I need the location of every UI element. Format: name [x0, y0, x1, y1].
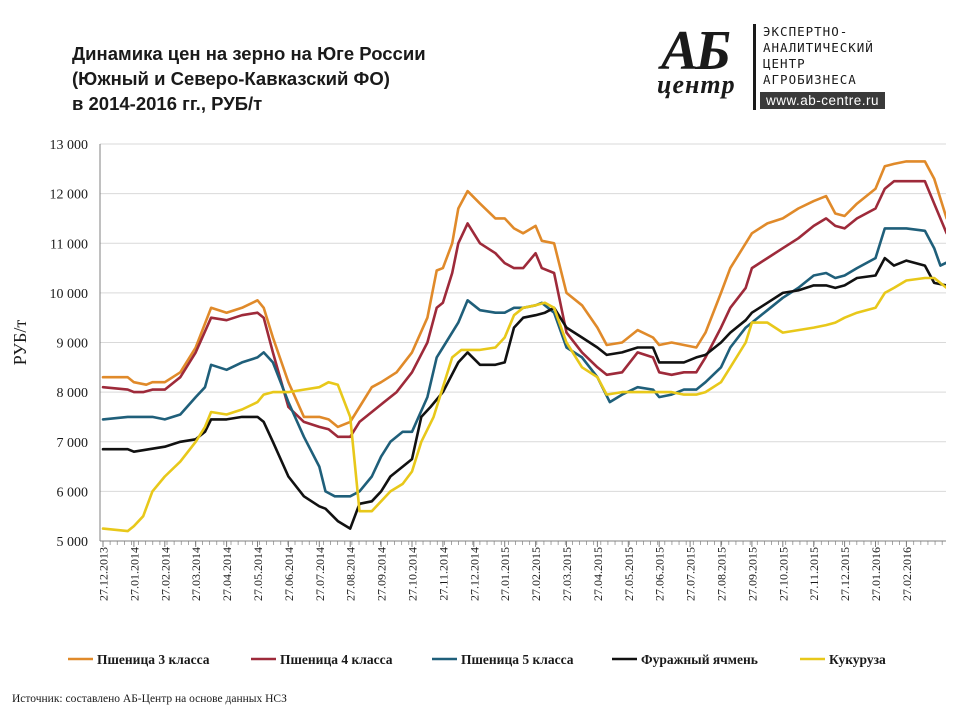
- x-tick-label: 27.07.2015: [684, 547, 698, 601]
- series-layer: [101, 160, 946, 533]
- series-line-5: [101, 276, 946, 533]
- chart-title-line-2: (Южный и Северо-Кавказский ФО): [72, 68, 390, 89]
- series-line-2: [101, 179, 946, 439]
- legend-label-1: Пшеница 3 класса: [97, 652, 210, 667]
- logo-caption-line-2: АНАЛИТИЧЕСКИЙ: [763, 40, 874, 55]
- x-tick-label: 27.02.2014: [158, 547, 172, 601]
- source-note: Источник: составлено АБ-Центр на основе …: [12, 693, 287, 705]
- x-tick-label: 27.06.2014: [282, 547, 296, 601]
- x-tick-label: 27.09.2015: [745, 547, 759, 601]
- x-tick-label: 27.03.2014: [189, 547, 203, 601]
- chart-title: Динамика цен на зерно на Юге России (Южн…: [72, 41, 542, 116]
- logo-caption-line-1: ЭКСПЕРТНО-: [763, 24, 849, 39]
- y-tick-label: 6 000: [57, 485, 89, 500]
- x-tick-label: 27.08.2014: [344, 547, 358, 601]
- legend: Пшеница 3 класса Пшеница 4 класса Пшеница …: [68, 652, 886, 667]
- x-tick-label: 27.07.2014: [313, 547, 327, 601]
- x-tick-label: 27.12.2013: [97, 547, 111, 601]
- x-tick-label: 27.10.2014: [406, 547, 420, 601]
- series-line-3: [101, 227, 946, 498]
- chart-title-line-1: Динамика цен на зерно на Юге России: [72, 43, 426, 64]
- x-tick-label: 27.08.2015: [715, 547, 729, 601]
- y-tick-label: 8 000: [57, 386, 89, 401]
- axis-layer: 5 000 6 000 7 000 8 000 9 000 10 000 11 000 12 …: [10, 138, 946, 601]
- price-line-chart: 5 000 6 000 7 000 8 000 9 000 10 000 11 000 12 …: [10, 138, 946, 667]
- x-tick-label: 27.12.2015: [838, 547, 852, 601]
- y-tick-label: 9 000: [57, 337, 89, 352]
- x-tick-label: 27.12.2014: [467, 547, 481, 601]
- legend-label-4: Фуражный ячмень: [641, 652, 758, 667]
- x-tick-label: 27.11.2014: [436, 547, 450, 601]
- x-tick-label: 27.01.2016: [869, 547, 883, 601]
- chart-title-line-3: в 2014-2016 гг., РУБ/т: [72, 93, 263, 114]
- x-tick-label: 27.09.2014: [375, 547, 389, 601]
- x-tick-label: 27.03.2015: [560, 547, 574, 601]
- logo-mark: АБ: [661, 20, 731, 82]
- y-tick-label: 11 000: [50, 237, 88, 252]
- y-tick-label: 5 000: [57, 535, 89, 550]
- logo-caption: ЭКСПЕРТНО- АНАЛИТИЧЕСКИЙ ЦЕНТР АГРОБИЗНЕ…: [763, 24, 874, 88]
- series-line-4: [101, 256, 946, 530]
- series-line-1: [101, 160, 946, 429]
- y-tick-label: 7 000: [57, 436, 89, 451]
- grid-layer: [100, 143, 946, 542]
- logo-mark-sub: центр: [657, 70, 736, 99]
- x-tick-label: 27.01.2015: [498, 547, 512, 601]
- x-tick-label: 27.05.2015: [622, 547, 636, 601]
- legend-label-5: Кукуруза: [829, 652, 886, 667]
- logo-caption-line-3: ЦЕНТР: [763, 56, 806, 71]
- y-tick-label: 13 000: [50, 138, 89, 153]
- x-tick-label: 27.05.2014: [251, 547, 265, 601]
- x-tick-label: 27.10.2015: [776, 547, 790, 601]
- logo-caption-line-4: АГРОБИЗНЕСА: [763, 72, 857, 87]
- ab-centre-logo: АБ центр ЭКСПЕРТНО- АНАЛИТИЧЕСКИЙ ЦЕНТР …: [655, 20, 925, 114]
- x-tick-label: 27.02.2016: [900, 547, 914, 601]
- logo-url: www.ab-centre.ru: [760, 92, 886, 109]
- x-tick-label: 27.02.2015: [529, 547, 543, 601]
- x-tick-label: 27.04.2015: [591, 547, 605, 601]
- logo-divider: [753, 24, 756, 110]
- x-tick-label: 27.04.2014: [220, 547, 234, 601]
- y-tick-label: 12 000: [50, 188, 89, 203]
- x-tick-label: 27.06.2015: [653, 547, 667, 601]
- x-tick-label: 27.11.2015: [807, 547, 821, 601]
- x-tick-label: 27.01.2014: [127, 547, 141, 601]
- legend-label-2: Пшеница 4 класса: [280, 652, 393, 667]
- y-tick-label: 10 000: [50, 287, 89, 302]
- y-axis-title: РУБ/т: [10, 320, 30, 366]
- legend-label-3: Пшеница 5 класса: [461, 652, 574, 667]
